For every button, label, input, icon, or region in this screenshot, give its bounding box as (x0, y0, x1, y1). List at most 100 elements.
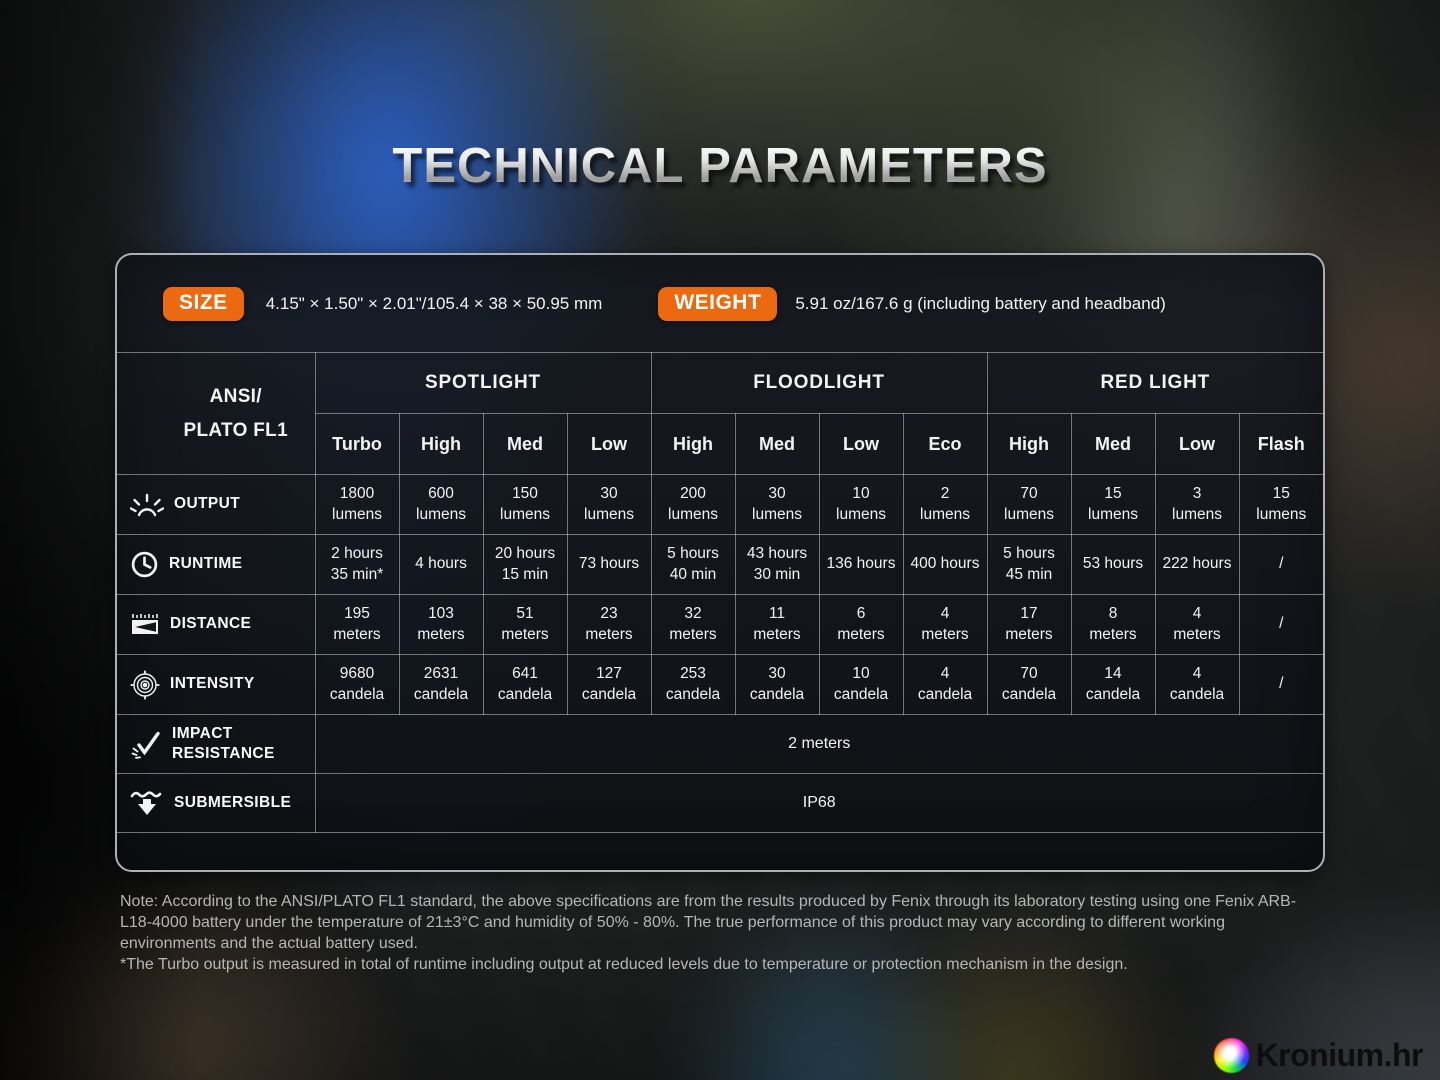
value-cell: 10 candela (818, 654, 904, 715)
size-weight-row: SIZE 4.15" × 1.50" × 2.01"/105.4 × 38 × … (117, 255, 1323, 352)
row-label-cell: DISTANCE (117, 594, 316, 655)
value-cell: 8 meters (1070, 594, 1156, 655)
mode-header-red-light-flash: Flash (1238, 413, 1323, 475)
value-cell: 195 meters (314, 594, 400, 655)
runtime-icon (130, 550, 159, 579)
row-label-cell: INTENSITY (117, 654, 316, 715)
value-cell: 1800 lumens (314, 474, 400, 535)
row-label-wrap: INTENSITY (117, 670, 315, 700)
value-cell: 70 lumens (986, 474, 1072, 535)
spec-table: ANSI/PLATO FL1 SPOTLIGHT FLOODLIGHT RED LIG… (117, 352, 1323, 833)
value-cell: 53 hours (1070, 534, 1156, 595)
value-cell: 14 candela (1070, 654, 1156, 715)
mode-header-red-light-high: High (986, 413, 1072, 475)
table-row-distance: DISTANCE 195 meters 103 meters 51 meters 23 mete… (117, 594, 1323, 655)
spec-table-body: OUTPUT 1800 lumens 600 lumens 150 lumens 30 lume… (117, 474, 1323, 833)
footnote-para1: Note: According to the ANSI/PLATO FL1 st… (120, 893, 1297, 952)
value-cell: 253 candela (650, 654, 736, 715)
value-cell: 30 lumens (566, 474, 652, 535)
footnote-para2: *The Turbo output is measured in total o… (120, 956, 1128, 973)
row-label-wrap: DISTANCE (117, 612, 315, 638)
value-cell: 4 meters (1154, 594, 1240, 655)
mode-header-floodlight-eco: Eco (902, 413, 988, 475)
row-label: DISTANCE (170, 615, 252, 633)
row-label-wrap: IMPACT RESISTANCE (117, 724, 315, 764)
value-cell: 51 meters (482, 594, 568, 655)
mode-header-spotlight-high: High (398, 413, 484, 475)
size-value: 4.15" × 1.50" × 2.01"/105.4 × 38 × 50.95… (265, 293, 603, 313)
value-cell: 70 candela (986, 654, 1072, 715)
value-cell: / (1238, 594, 1323, 655)
mode-header-floodlight-high: High (650, 413, 736, 475)
value-cell: 4 candela (1154, 654, 1240, 715)
submersible-icon (130, 789, 164, 817)
row-label: IMPACT RESISTANCE (172, 724, 275, 762)
mode-header-floodlight-med: Med (734, 413, 820, 475)
mode-header-spotlight-low: Low (566, 413, 652, 475)
value-cell: 4 meters (902, 594, 988, 655)
value-cell: 4 hours (398, 534, 484, 595)
output-icon (130, 492, 164, 518)
row-label-wrap: OUTPUT (117, 492, 315, 518)
rainbow-sphere-icon (1213, 1038, 1249, 1073)
table-row-output: OUTPUT 1800 lumens 600 lumens 150 lumens 30 lume… (117, 474, 1323, 535)
spec-table-head: ANSI/PLATO FL1 SPOTLIGHT FLOODLIGHT RED LIG… (117, 352, 1323, 475)
value-cell: / (1238, 534, 1323, 595)
intensity-icon (130, 670, 160, 700)
distance-icon (130, 612, 160, 638)
value-cell: 6 meters (818, 594, 904, 655)
value-cell: 32 meters (650, 594, 736, 655)
value-cell: 3 lumens (1154, 474, 1240, 535)
weight-badge: WEIGHT (658, 286, 778, 321)
footnote: Note: According to the ANSI/PLATO FL1 st… (120, 891, 1320, 975)
value-cell: 136 hours (818, 534, 904, 595)
value-cell: 600 lumens (398, 474, 484, 535)
row-label-wrap: SUBMERSIBLE (117, 789, 315, 817)
row-label-cell: SUBMERSIBLE (117, 773, 316, 833)
value-cell: 5 hours 40 min (650, 534, 736, 595)
row-label: INTENSITY (170, 675, 255, 693)
size-badge: SIZE (163, 286, 244, 321)
ansi-plato-label: ANSI/PLATO FL1 (117, 352, 316, 475)
value-cell: 9680 candela (314, 654, 400, 715)
value-cell: 103 meters (398, 594, 484, 655)
value-cell: 2 hours 35 min* (314, 534, 400, 595)
impact-resistance-icon (130, 729, 162, 759)
group-header-red-light: RED LIGHT (986, 352, 1323, 414)
group-header-spotlight: SPOTLIGHT (314, 352, 652, 414)
group-header-row: ANSI/PLATO FL1 SPOTLIGHT FLOODLIGHT RED LIG… (117, 352, 1323, 475)
mode-header-row: Turbo High Med Low High Med Low Eco High Med Low Fl… (117, 413, 1323, 475)
value-cell: 10 lumens (818, 474, 904, 535)
mode-header-red-light-med: Med (1070, 413, 1156, 475)
value-cell: 30 lumens (734, 474, 820, 535)
mode-header-floodlight-low: Low (818, 413, 904, 475)
weight-value: 5.91 oz/167.6 g (including battery and h… (795, 293, 1166, 313)
value-cell: 4 candela (902, 654, 988, 715)
span-value-cell: 2 meters (314, 714, 1323, 774)
value-cell: 43 hours 30 min (734, 534, 820, 595)
table-row-impact-resistance: IMPACT RESISTANCE 2 meters (117, 714, 1323, 774)
value-cell: 200 lumens (650, 474, 736, 535)
value-cell: 2631 candela (398, 654, 484, 715)
table-row-intensity: INTENSITY 9680 candela 2631 candela 641 candel… (117, 654, 1323, 715)
value-cell: 15 lumens (1070, 474, 1156, 535)
value-cell: 15 lumens (1238, 474, 1323, 535)
value-cell: 127 candela (566, 654, 652, 715)
value-cell: 11 meters (734, 594, 820, 655)
mode-header-red-light-low: Low (1154, 413, 1240, 475)
value-cell: 73 hours (566, 534, 652, 595)
row-label: RUNTIME (169, 555, 243, 573)
watermark-text: Kronium.hr (1255, 1037, 1424, 1073)
row-label-cell: IMPACT RESISTANCE (117, 714, 316, 774)
row-label-wrap: RUNTIME (117, 550, 315, 579)
value-cell: / (1238, 654, 1323, 715)
row-label-cell: OUTPUT (117, 474, 316, 535)
value-cell: 641 candela (482, 654, 568, 715)
value-cell: 30 candela (734, 654, 820, 715)
value-cell: 17 meters (986, 594, 1072, 655)
value-cell: 400 hours (902, 534, 988, 595)
value-cell: 222 hours (1154, 534, 1240, 595)
value-cell: 5 hours 45 min (986, 534, 1072, 595)
row-label-cell: RUNTIME (117, 534, 316, 595)
span-value-cell: IP68 (314, 773, 1323, 833)
